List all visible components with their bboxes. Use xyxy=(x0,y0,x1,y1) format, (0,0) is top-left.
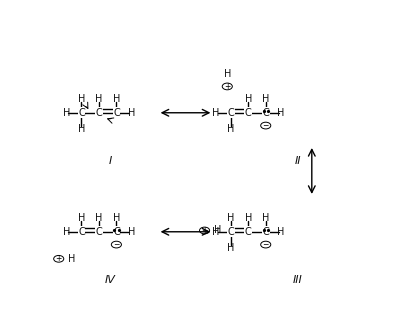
Text: C: C xyxy=(262,227,268,237)
Text: H: H xyxy=(63,108,70,118)
Text: H: H xyxy=(78,213,85,223)
Text: +: + xyxy=(55,254,62,263)
Text: H: H xyxy=(112,213,120,223)
Text: H: H xyxy=(78,94,85,104)
Text: C: C xyxy=(113,227,119,237)
Text: C: C xyxy=(244,108,251,118)
Text: −: − xyxy=(262,121,268,130)
Text: +: + xyxy=(201,226,207,235)
Text: C: C xyxy=(113,108,119,118)
Text: H: H xyxy=(127,227,135,237)
Text: C: C xyxy=(244,227,251,237)
Text: H: H xyxy=(227,124,234,134)
Text: H: H xyxy=(213,225,221,236)
Text: −: − xyxy=(113,240,119,249)
Text: H: H xyxy=(227,243,234,253)
Text: H: H xyxy=(95,94,102,104)
Text: H: H xyxy=(212,108,219,118)
Text: H: H xyxy=(227,213,234,223)
Text: I: I xyxy=(108,156,111,166)
Text: H: H xyxy=(276,227,283,237)
Text: H: H xyxy=(127,108,135,118)
Text: C: C xyxy=(95,108,102,118)
Text: C: C xyxy=(95,227,102,237)
Text: H: H xyxy=(261,213,269,223)
Text: C: C xyxy=(262,108,268,118)
Text: H: H xyxy=(244,213,251,223)
Text: H: H xyxy=(95,213,102,223)
Text: C: C xyxy=(227,108,234,118)
Text: H: H xyxy=(276,108,283,118)
Text: H: H xyxy=(68,254,75,264)
Text: +: + xyxy=(224,82,230,91)
Text: C: C xyxy=(78,227,85,237)
Text: IV: IV xyxy=(104,275,115,285)
Text: H: H xyxy=(78,124,85,134)
Text: II: II xyxy=(294,156,300,166)
Text: C: C xyxy=(78,108,85,118)
Text: H: H xyxy=(63,227,70,237)
Text: H: H xyxy=(212,227,219,237)
Text: C: C xyxy=(227,227,234,237)
Text: H: H xyxy=(244,94,251,104)
Text: H: H xyxy=(223,69,230,79)
Text: H: H xyxy=(112,94,120,104)
Text: H: H xyxy=(261,94,269,104)
Text: III: III xyxy=(292,275,302,285)
Text: −: − xyxy=(262,240,268,249)
